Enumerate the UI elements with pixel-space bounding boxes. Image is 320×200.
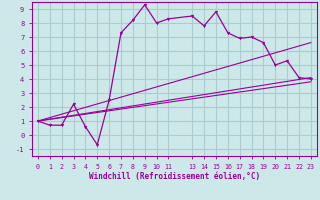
- X-axis label: Windchill (Refroidissement éolien,°C): Windchill (Refroidissement éolien,°C): [89, 172, 260, 181]
